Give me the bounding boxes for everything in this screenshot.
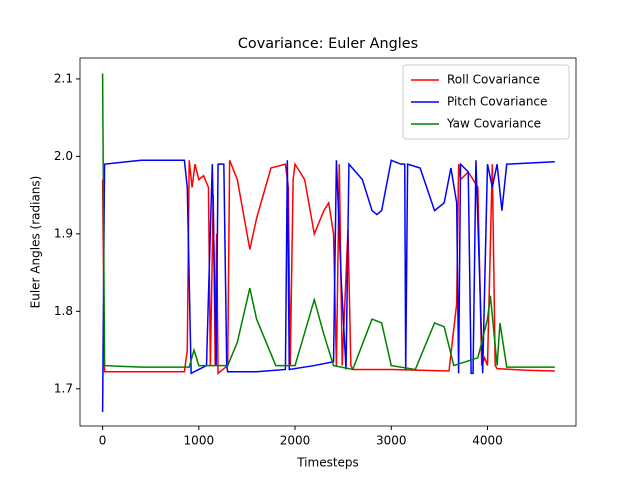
plot-frame [79, 57, 577, 427]
x-tick-label: 2000 [280, 434, 311, 448]
legend-label: Roll Covariance [447, 73, 540, 87]
y-tick-label: 2.1 [54, 71, 73, 85]
y-axis-label: Euler Angles (radians) [29, 176, 43, 309]
series-line [101, 159, 555, 375]
series-line [101, 159, 555, 413]
chart-title: Covariance: Euler Angles [238, 36, 418, 52]
legend-label: Pitch Covariance [447, 95, 547, 109]
y-tick-label: 1.8 [54, 304, 73, 318]
y-tick-label: 2.0 [54, 149, 73, 163]
y-tick-label: 1.7 [54, 381, 73, 395]
legend-box [402, 64, 570, 140]
x-tick-label: 0 [99, 434, 107, 448]
y-tick-label: 1.9 [54, 226, 73, 240]
x-tick-label: 1000 [184, 434, 215, 448]
x-axis-label: Timesteps [296, 456, 359, 470]
x-tick-label: 3000 [376, 434, 407, 448]
x-tick-label: 4000 [472, 434, 503, 448]
series-line [101, 73, 555, 371]
legend-label: Yaw Covariance [446, 117, 541, 131]
